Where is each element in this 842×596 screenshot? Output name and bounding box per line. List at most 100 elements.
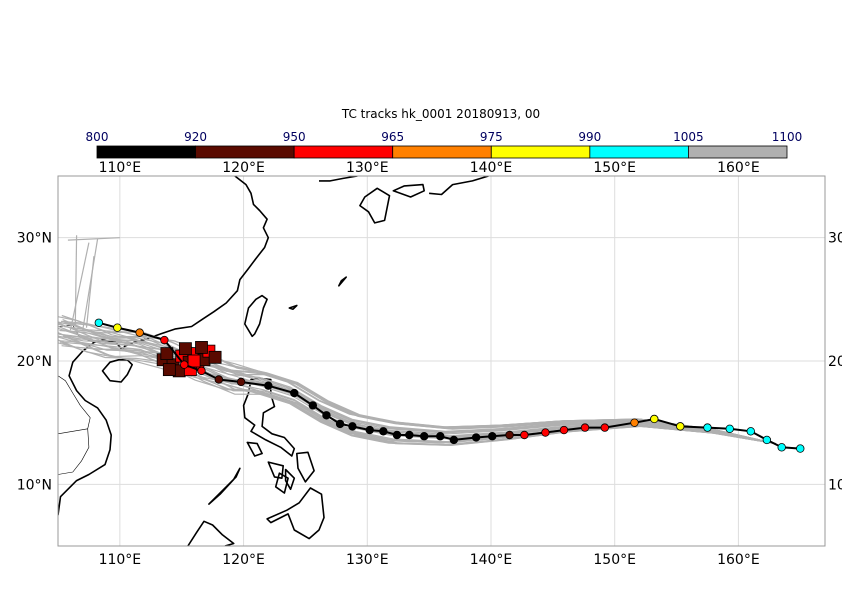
kyushu-coastline — [359, 187, 391, 224]
map-frame — [57, 175, 826, 547]
ensemble-track — [61, 345, 776, 447]
lat-tick-label: 10°N — [17, 477, 52, 493]
position-square-marker — [187, 354, 201, 368]
shikoku-coastline — [392, 183, 425, 198]
cebu-coastline — [284, 468, 296, 491]
ensemble-track — [62, 319, 776, 445]
panay-coastline — [267, 461, 284, 479]
track-point — [703, 423, 712, 432]
okinawa-coastline — [338, 276, 347, 287]
ensemble-track — [58, 339, 776, 446]
track-point — [264, 381, 273, 390]
colorbar-segment — [195, 145, 295, 159]
ensemble-track — [69, 242, 90, 331]
colorbar-segment — [490, 145, 591, 159]
mindanao-coastline — [266, 487, 325, 540]
track-point — [630, 418, 639, 427]
lat-tick-label: 20°N — [17, 354, 52, 370]
track-point — [505, 430, 514, 440]
position-square-marker — [195, 341, 208, 354]
colorbar-segment — [96, 145, 196, 159]
track-point — [746, 427, 755, 436]
track-point — [392, 430, 402, 440]
lon-tick-label: 120°E — [222, 160, 265, 176]
ensemble-track — [82, 238, 99, 331]
track-point — [580, 423, 590, 432]
ensemble-track — [59, 329, 776, 445]
colorbar-tick-label: 965 — [381, 130, 404, 144]
track-point — [600, 423, 609, 432]
colorbar-tick-label: 950 — [283, 130, 306, 144]
track-point — [449, 435, 459, 445]
coastlines — [58, 176, 489, 546]
ensemble-track — [67, 237, 120, 241]
axis-tick-labels: 110°E 110°E 120°E 120°E 130°E 130°E 140°E 140°E… — [17, 160, 842, 568]
track-point — [488, 432, 497, 441]
track-point — [436, 432, 445, 441]
mindoro-coastline — [246, 441, 263, 457]
track-point — [160, 335, 169, 345]
lon-tick-label: 160°E — [717, 160, 760, 176]
colorbar-tick-label: 920 — [184, 130, 207, 144]
track-point — [236, 377, 246, 387]
ensemble-track — [85, 256, 95, 328]
track-point — [419, 432, 429, 441]
colorbar-tick-label: 975 — [480, 130, 503, 144]
position-square-marker — [208, 350, 222, 364]
position-square-marker — [162, 363, 176, 377]
lon-tick-label: 140°E — [470, 552, 513, 568]
ishigaki-coastline — [288, 304, 298, 310]
lon-tick-label: 130°E — [346, 552, 389, 568]
track-point — [650, 414, 659, 424]
lat-tick-label-right: 20 — [828, 354, 842, 370]
korea-coastline — [319, 176, 358, 182]
colorbar-tick-label: 1005 — [673, 130, 704, 144]
track-point — [762, 435, 772, 445]
track-point — [520, 430, 529, 440]
track-point — [471, 433, 481, 442]
position-square-marker — [179, 342, 192, 356]
border-line — [58, 375, 91, 475]
border-line — [58, 428, 88, 435]
lon-tick-label: 110°E — [99, 160, 142, 176]
samar-leyte-coastline — [296, 451, 315, 483]
colorbar-tick-label: 990 — [578, 130, 601, 144]
track-point — [379, 427, 388, 436]
colorbar-segment — [589, 145, 689, 159]
track-point — [113, 323, 122, 332]
track-point — [290, 388, 299, 398]
lat-tick-label-right: 10 — [828, 477, 842, 493]
track-point — [308, 401, 318, 410]
main-track — [94, 318, 805, 453]
track-point — [676, 422, 685, 431]
colorbar-tick-label: 1100 — [772, 130, 803, 144]
lon-tick-label: 150°E — [593, 160, 636, 176]
hainan-coastline — [101, 359, 133, 383]
track-point — [322, 411, 331, 420]
borneo-coastline — [187, 520, 235, 546]
track-point — [777, 443, 786, 452]
colorbar-tick-label: 800 — [86, 130, 109, 144]
track-point — [135, 328, 144, 337]
track-point — [197, 366, 206, 376]
square-markers — [156, 341, 222, 378]
position-square-marker — [160, 347, 174, 361]
map-gridlines — [58, 176, 825, 546]
lon-tick-label: 130°E — [346, 160, 389, 176]
honshu-coastline — [429, 176, 489, 196]
lon-tick-label: 140°E — [470, 160, 513, 176]
taiwan-coastline — [244, 294, 268, 338]
colorbar: 800 920 950 965 975 990 1005 1100 — [86, 130, 803, 159]
lat-tick-label-right: 30 — [828, 231, 842, 247]
lat-tick-label: 30°N — [17, 231, 52, 247]
track-point — [796, 444, 805, 453]
track-point — [335, 419, 345, 429]
track-point — [214, 375, 224, 384]
lon-tick-label: 160°E — [717, 552, 760, 568]
ensemble-track — [74, 235, 78, 327]
track-point — [725, 424, 734, 434]
track-point — [541, 428, 550, 437]
lon-tick-label: 150°E — [593, 552, 636, 568]
lon-tick-label: 110°E — [99, 552, 142, 568]
